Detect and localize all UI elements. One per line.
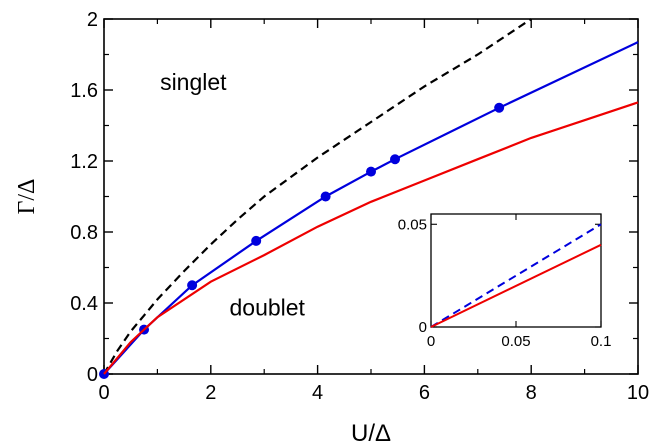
- y-axis-label: Γ/Δ: [14, 179, 40, 215]
- x-tick-label: 2: [205, 382, 216, 404]
- inset-series-blue-dashed: [430, 223, 602, 328]
- annotations: singlet doublet: [160, 69, 305, 320]
- y-tick-label: 2: [87, 9, 98, 31]
- y-tick-label: 0.8: [70, 222, 98, 244]
- data-point: [390, 154, 401, 165]
- y-tick-label: 1.2: [70, 151, 98, 173]
- main-series: [99, 18, 639, 379]
- x-tick-label: 8: [526, 382, 537, 404]
- x-tick-label: 6: [419, 382, 430, 404]
- data-point: [494, 102, 505, 113]
- inset-chart: 0 0.05 0.1 0 0.05: [387, 208, 619, 363]
- x-tick-label: 4: [312, 382, 323, 404]
- y-tick-label: 0.4: [70, 293, 98, 315]
- x-tick-label: 10: [627, 382, 649, 404]
- data-point: [366, 166, 376, 177]
- annotation-singlet: singlet: [160, 69, 227, 95]
- inset-background: [387, 208, 619, 363]
- y-tick-label: 0: [87, 364, 98, 386]
- data-point: [187, 280, 198, 291]
- inset-series-red: [430, 243, 602, 328]
- inset-x-tick-label: 0.05: [501, 333, 530, 350]
- inset-x-tick-label: 0: [427, 333, 435, 350]
- data-point: [251, 235, 262, 246]
- inset-y-tick-label: 0: [419, 319, 427, 336]
- series-red: [103, 101, 639, 375]
- x-axis-label: U/Δ: [351, 420, 391, 447]
- x-tick-label: 0: [98, 382, 109, 404]
- series-dashed-black: [103, 18, 532, 375]
- inset-y-tick-label: 0.05: [398, 216, 427, 233]
- annotation-doublet: doublet: [229, 294, 305, 320]
- inset-x-tick-label: 0.1: [591, 333, 612, 350]
- main-axes: 0 2 4 6 8 10 0 0.4 0.8 1.2 1.6 2: [70, 9, 649, 404]
- data-point: [320, 191, 331, 202]
- y-tick-label: 1.6: [70, 80, 98, 102]
